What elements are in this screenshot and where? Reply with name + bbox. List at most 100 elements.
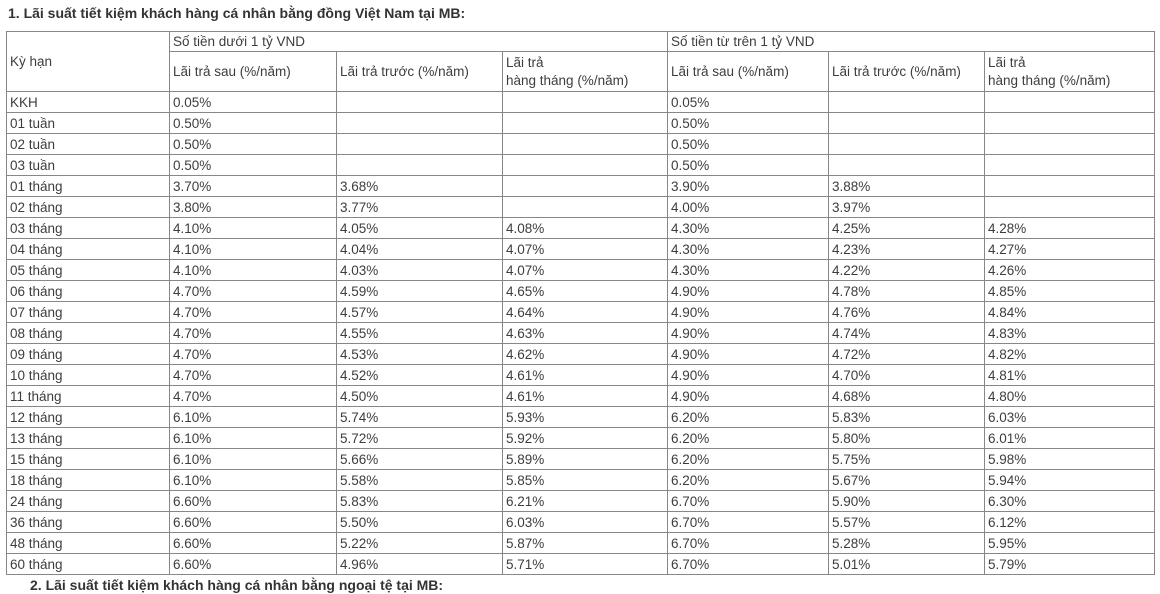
term-cell: 03 tháng — [6, 217, 170, 239]
rate-cell: 5.87% — [501, 532, 669, 554]
table-header-group-row: Kỳ hạn Số tiền dưới 1 tỷ VND Số tiền từ … — [6, 31, 1156, 92]
table-header-sub-row: Lãi trả sau (%/năm) Lãi trả trước (%/năm… — [7, 51, 1156, 92]
rate-cell: 0.50% — [169, 154, 337, 176]
rate-cell: 4.70% — [169, 301, 337, 323]
rate-cell: 6.70% — [667, 553, 830, 575]
table-row: 01 tuần 0.50% 0.50% — [6, 112, 1156, 134]
table-row: 01 tháng 3.70% 3.68% 3.90% 3.88% — [6, 175, 1156, 197]
rate-cell: 6.70% — [667, 511, 830, 533]
term-cell: 01 tháng — [6, 175, 170, 197]
rate-cell: 4.10% — [169, 217, 337, 239]
term-cell: 13 tháng — [6, 427, 170, 449]
rate-cell: 6.60% — [169, 490, 337, 512]
rate-cell: 6.01% — [984, 427, 1156, 449]
rate-cell: 4.04% — [336, 238, 503, 260]
table-row: 18 tháng 6.10% 5.58% 5.85% 6.20% 5.67% 5.94% — [6, 469, 1156, 491]
rate-cell: 4.82% — [984, 343, 1156, 365]
table-row: 15 tháng 6.10% 5.66% 5.89% 6.20% 5.75% 5.98% — [6, 448, 1156, 470]
rate-cell: 4.30% — [667, 238, 830, 260]
rate-cell: 5.72% — [336, 427, 503, 449]
rate-cell — [984, 112, 1156, 134]
column-header-paid-at-maturity-over: Lãi trả sau (%/năm) — [667, 51, 830, 92]
rate-cell: 4.30% — [667, 217, 830, 239]
rate-cell — [501, 133, 669, 155]
rate-cell: 5.74% — [336, 406, 503, 428]
rate-cell: 0.05% — [169, 91, 337, 113]
term-cell: 15 tháng — [6, 448, 170, 470]
rate-cell: 4.57% — [336, 301, 503, 323]
rate-cell: 4.63% — [501, 322, 669, 344]
term-cell: 09 tháng — [6, 343, 170, 365]
rate-cell — [984, 196, 1156, 218]
rate-cell: 4.00% — [667, 196, 830, 218]
rate-cell: 4.90% — [667, 322, 830, 344]
rate-cell: 5.66% — [336, 448, 503, 470]
rate-cell: 6.20% — [667, 469, 830, 491]
rate-cell — [828, 91, 986, 113]
rate-cell: 6.20% — [667, 427, 830, 449]
rate-cell: 4.90% — [667, 343, 830, 365]
rate-cell — [828, 133, 986, 155]
rate-cell: 6.10% — [169, 406, 337, 428]
rate-cell: 5.93% — [501, 406, 669, 428]
column-header-paid-in-advance-under: Lãi trả trước (%/năm) — [336, 51, 503, 92]
term-cell: 48 tháng — [6, 532, 170, 554]
rate-cell: 4.70% — [169, 343, 337, 365]
rate-cell: 4.83% — [984, 322, 1156, 344]
rate-cell: 4.80% — [984, 385, 1156, 407]
term-cell: 08 tháng — [6, 322, 170, 344]
rate-cell: 4.53% — [336, 343, 503, 365]
rate-cell: 5.71% — [501, 553, 669, 575]
rate-cell: 5.28% — [828, 532, 986, 554]
rate-cell — [984, 133, 1156, 155]
table-row: 60 tháng 6.60% 4.96% 5.71% 6.70% 5.01% 5.79% — [6, 553, 1156, 575]
table-row: 04 tháng 4.10% 4.04% 4.07% 4.30% 4.23% 4.27% — [6, 238, 1156, 260]
rate-cell: 4.85% — [984, 280, 1156, 302]
column-header-term: Kỳ hạn — [6, 31, 170, 92]
rate-cell: 5.95% — [984, 532, 1156, 554]
term-cell: 11 tháng — [6, 385, 170, 407]
rate-cell: 4.61% — [501, 364, 669, 386]
rate-cell: 5.85% — [501, 469, 669, 491]
rate-cell: 4.81% — [984, 364, 1156, 386]
rate-cell: 3.68% — [336, 175, 503, 197]
table-row: 03 tháng 4.10% 4.05% 4.08% 4.30% 4.25% 4.28% — [6, 217, 1156, 239]
rate-cell: 4.70% — [828, 364, 986, 386]
rate-cell: 6.20% — [667, 406, 830, 428]
rate-cell: 0.50% — [667, 112, 830, 134]
table-row: 11 tháng 4.70% 4.50% 4.61% 4.90% 4.68% 4.80% — [6, 385, 1156, 407]
table-row: 08 tháng 4.70% 4.55% 4.63% 4.90% 4.74% 4.83% — [6, 322, 1156, 344]
rate-cell: 4.03% — [336, 259, 503, 281]
table-row: 12 tháng 6.10% 5.74% 5.93% 6.20% 5.83% 6.03% — [6, 406, 1156, 428]
table-row: 05 tháng 4.10% 4.03% 4.07% 4.30% 4.22% 4.26% — [6, 259, 1156, 281]
rate-cell: 6.60% — [169, 553, 337, 575]
rate-cell: 4.65% — [501, 280, 669, 302]
rate-cell: 4.70% — [169, 322, 337, 344]
rate-cell: 4.70% — [169, 280, 337, 302]
term-cell: 02 tuần — [6, 133, 170, 155]
rate-cell: 6.70% — [667, 490, 830, 512]
rate-cell: 4.90% — [667, 364, 830, 386]
rate-cell — [984, 154, 1156, 176]
rate-cell: 4.64% — [501, 301, 669, 323]
rate-cell: 5.75% — [828, 448, 986, 470]
rate-cell — [501, 196, 669, 218]
rate-cell: 5.83% — [828, 406, 986, 428]
term-cell: 60 tháng — [6, 553, 170, 575]
rate-cell: 3.97% — [828, 196, 986, 218]
rate-cell — [336, 133, 503, 155]
rate-cell: 4.74% — [828, 322, 986, 344]
rate-cell: 6.10% — [169, 448, 337, 470]
rate-cell: 4.61% — [501, 385, 669, 407]
rate-cell: 4.90% — [667, 385, 830, 407]
table-body: KKH 0.05% 0.05% 01 tuần 0.50% 0.50% 02 tuần 0.5… — [6, 91, 1156, 575]
table-row: 07 tháng 4.70% 4.57% 4.64% 4.90% 4.76% 4.84% — [6, 301, 1156, 323]
rate-cell: 4.10% — [169, 238, 337, 260]
rate-cell: 6.21% — [501, 490, 669, 512]
rate-cell: 4.28% — [984, 217, 1156, 239]
rate-cell: 4.26% — [984, 259, 1156, 281]
rate-cell: 4.76% — [828, 301, 986, 323]
interest-rate-table: Kỳ hạn Số tiền dưới 1 tỷ VND Số tiền từ … — [6, 31, 1156, 575]
rate-cell: 4.05% — [336, 217, 503, 239]
rate-cell: 4.50% — [336, 385, 503, 407]
